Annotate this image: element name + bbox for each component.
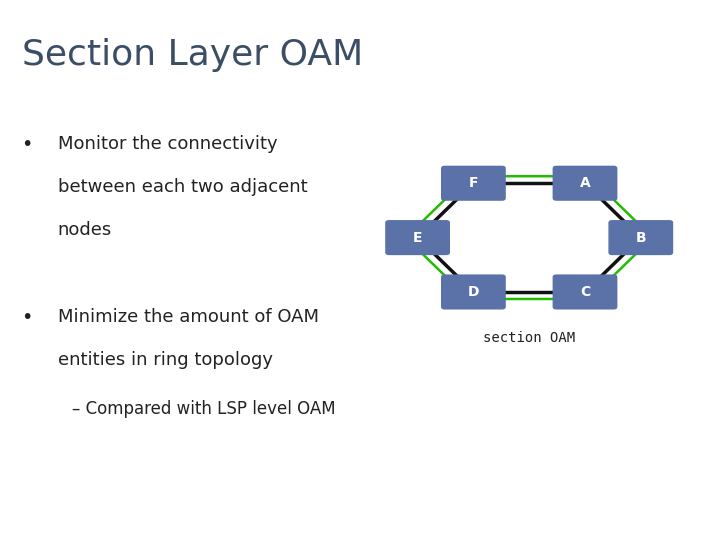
FancyArrowPatch shape [596, 183, 644, 230]
FancyBboxPatch shape [608, 220, 673, 255]
Text: A: A [580, 176, 590, 190]
FancyArrowPatch shape [414, 183, 462, 230]
Text: Section Layer OAM: Section Layer OAM [22, 38, 363, 72]
Text: B: B [636, 231, 646, 245]
FancyBboxPatch shape [441, 274, 505, 309]
FancyBboxPatch shape [553, 166, 618, 201]
Text: •: • [22, 308, 33, 327]
FancyArrowPatch shape [479, 174, 580, 179]
FancyBboxPatch shape [553, 274, 618, 309]
Text: C: C [580, 285, 590, 299]
Text: F: F [469, 176, 478, 190]
Text: •: • [22, 135, 33, 154]
Text: Minimize the amount of OAM: Minimize the amount of OAM [58, 308, 319, 326]
Text: Monitor the connectivity: Monitor the connectivity [58, 135, 277, 153]
FancyArrowPatch shape [479, 296, 580, 301]
Text: section OAM: section OAM [483, 331, 575, 345]
FancyBboxPatch shape [441, 166, 505, 201]
Text: E: E [413, 231, 423, 245]
Text: nodes: nodes [58, 221, 112, 239]
Text: D: D [468, 285, 479, 299]
Text: entities in ring topology: entities in ring topology [58, 351, 273, 369]
Text: – Compared with LSP level OAM: – Compared with LSP level OAM [72, 400, 336, 417]
Text: between each two adjacent: between each two adjacent [58, 178, 307, 196]
FancyArrowPatch shape [596, 246, 644, 292]
FancyArrowPatch shape [414, 246, 462, 292]
FancyBboxPatch shape [385, 220, 450, 255]
